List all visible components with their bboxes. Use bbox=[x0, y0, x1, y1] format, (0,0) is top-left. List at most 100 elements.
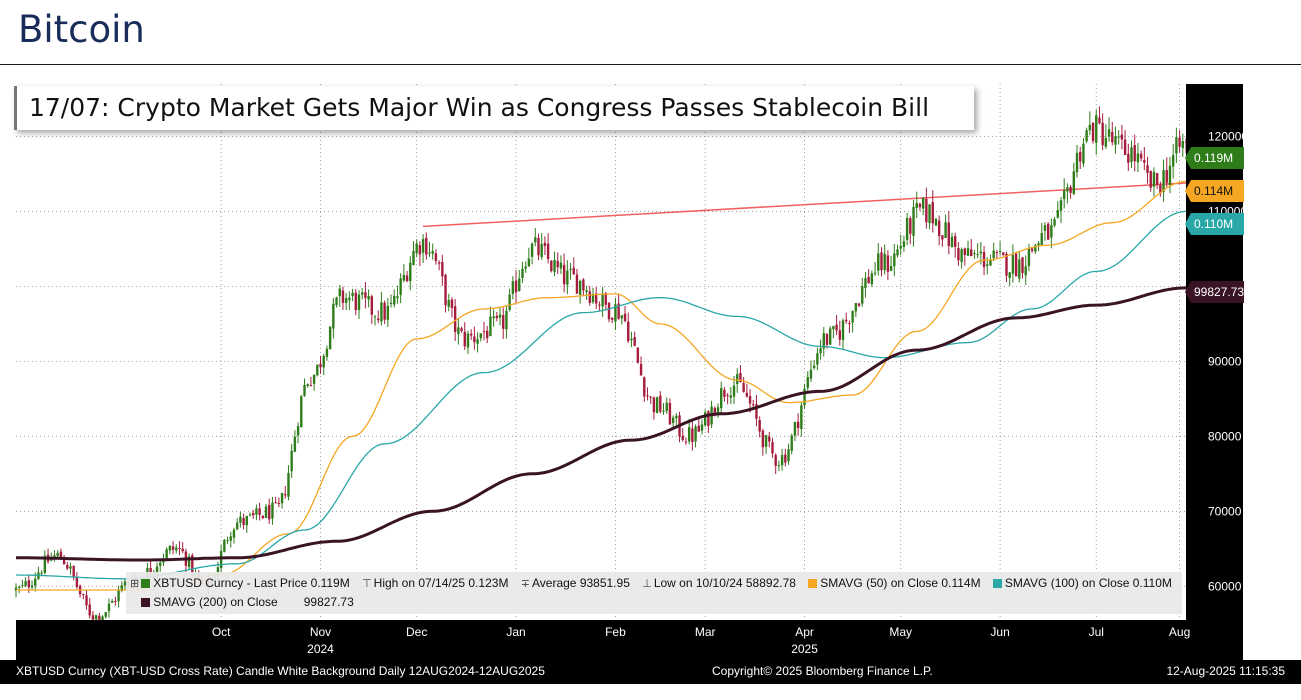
candle-body bbox=[540, 243, 543, 258]
candle-body bbox=[639, 363, 643, 376]
candle-body bbox=[27, 580, 31, 588]
candle-body bbox=[572, 267, 575, 275]
candle-body bbox=[899, 246, 902, 249]
candle-body bbox=[870, 273, 874, 285]
candle-body bbox=[1056, 210, 1059, 218]
candle-body bbox=[954, 236, 957, 247]
y-tick-label: 70000 bbox=[1208, 504, 1242, 518]
candle-body bbox=[768, 436, 771, 442]
candle-body bbox=[191, 555, 194, 577]
candle-body bbox=[415, 243, 418, 254]
candle-body bbox=[713, 408, 716, 415]
candle-body bbox=[662, 410, 665, 412]
candle-body bbox=[803, 388, 806, 406]
candle-body bbox=[1171, 155, 1175, 167]
candle-body bbox=[812, 365, 816, 368]
candle-body bbox=[880, 252, 883, 271]
candle-body bbox=[123, 581, 127, 586]
candle-body bbox=[806, 376, 809, 388]
candle-body bbox=[527, 258, 531, 267]
candle-body bbox=[556, 260, 559, 268]
candle-body bbox=[1101, 122, 1104, 146]
candle-body bbox=[418, 245, 422, 255]
candle-body bbox=[764, 435, 768, 447]
candle-body bbox=[495, 315, 499, 319]
candle-body bbox=[755, 404, 758, 419]
candle-body bbox=[248, 514, 252, 516]
candle-body bbox=[441, 262, 444, 277]
legend-sma50-text: SMAVG (50) on Close 0.114M bbox=[820, 575, 981, 590]
candle-body bbox=[543, 242, 547, 246]
value-box bbox=[1185, 180, 1244, 202]
value-box-label: 0.110M bbox=[1194, 217, 1233, 231]
candle-body bbox=[909, 218, 912, 234]
candle-body bbox=[482, 331, 486, 333]
candle-body bbox=[271, 502, 274, 519]
candle-body bbox=[492, 316, 495, 319]
low-marker-icon: ⊥ bbox=[642, 577, 652, 590]
candle-body bbox=[620, 315, 624, 319]
candle-body bbox=[402, 274, 406, 281]
candle-body bbox=[505, 310, 508, 330]
value-box bbox=[1185, 147, 1244, 169]
candle-body bbox=[1079, 152, 1082, 162]
candle-body bbox=[159, 562, 162, 566]
candle-body bbox=[434, 253, 438, 262]
candle-body bbox=[819, 348, 822, 354]
candle-body bbox=[925, 198, 928, 223]
candle-body bbox=[110, 600, 114, 603]
candle-body bbox=[1024, 266, 1027, 276]
candle-body bbox=[360, 292, 364, 295]
candle-body bbox=[85, 595, 88, 606]
candle-body bbox=[524, 266, 527, 269]
candle-body bbox=[175, 547, 178, 551]
candle-body bbox=[367, 296, 370, 300]
candle-body bbox=[1104, 137, 1108, 147]
candle-body bbox=[232, 529, 236, 538]
candle-body bbox=[530, 243, 534, 257]
candle-body bbox=[562, 264, 566, 285]
candle-body bbox=[982, 252, 986, 268]
candle-body bbox=[905, 217, 909, 240]
candle-body bbox=[1002, 252, 1005, 256]
candle-body bbox=[104, 612, 107, 617]
candle-body bbox=[787, 449, 790, 462]
candle-body bbox=[921, 198, 925, 209]
high-marker-icon: ⊤ bbox=[362, 577, 372, 590]
candle-body bbox=[950, 236, 954, 248]
candle-body bbox=[120, 585, 123, 591]
candle-body bbox=[607, 302, 611, 320]
candle-body bbox=[290, 450, 293, 472]
candle-body bbox=[1014, 253, 1018, 277]
candle-body bbox=[370, 296, 374, 315]
x-year-label: 2024 bbox=[307, 642, 334, 656]
candle-body bbox=[389, 302, 393, 305]
candle-body bbox=[303, 385, 306, 397]
candle-body bbox=[790, 435, 793, 451]
page-title: Bitcoin bbox=[18, 8, 145, 51]
candles bbox=[14, 106, 1188, 627]
legend-high-text: High on 07/14/25 0.123M bbox=[373, 575, 509, 590]
candle-body bbox=[165, 549, 168, 559]
candle-body bbox=[72, 565, 75, 577]
legend-swatch-sma200 bbox=[141, 597, 151, 607]
candle-body bbox=[91, 615, 95, 620]
candle-body bbox=[341, 290, 345, 303]
legend-average: ∓ Average 93851.95 bbox=[521, 576, 630, 590]
candle-body bbox=[687, 427, 691, 442]
candle-body bbox=[745, 392, 749, 397]
candle-body bbox=[284, 494, 287, 496]
legend-swatch-sma50 bbox=[808, 578, 818, 588]
candle-body bbox=[373, 316, 377, 318]
legend-swatch-sma100 bbox=[992, 578, 1002, 588]
y-tick-label: 80000 bbox=[1208, 429, 1242, 443]
candle-body bbox=[703, 412, 707, 426]
candle-body bbox=[957, 247, 960, 261]
candle-body bbox=[771, 442, 774, 454]
candle-body bbox=[761, 430, 765, 448]
candle-body bbox=[312, 374, 316, 384]
candle-body bbox=[873, 272, 877, 274]
candle-body bbox=[636, 347, 640, 363]
candle-body bbox=[1146, 165, 1149, 173]
candle-body bbox=[1018, 259, 1021, 279]
